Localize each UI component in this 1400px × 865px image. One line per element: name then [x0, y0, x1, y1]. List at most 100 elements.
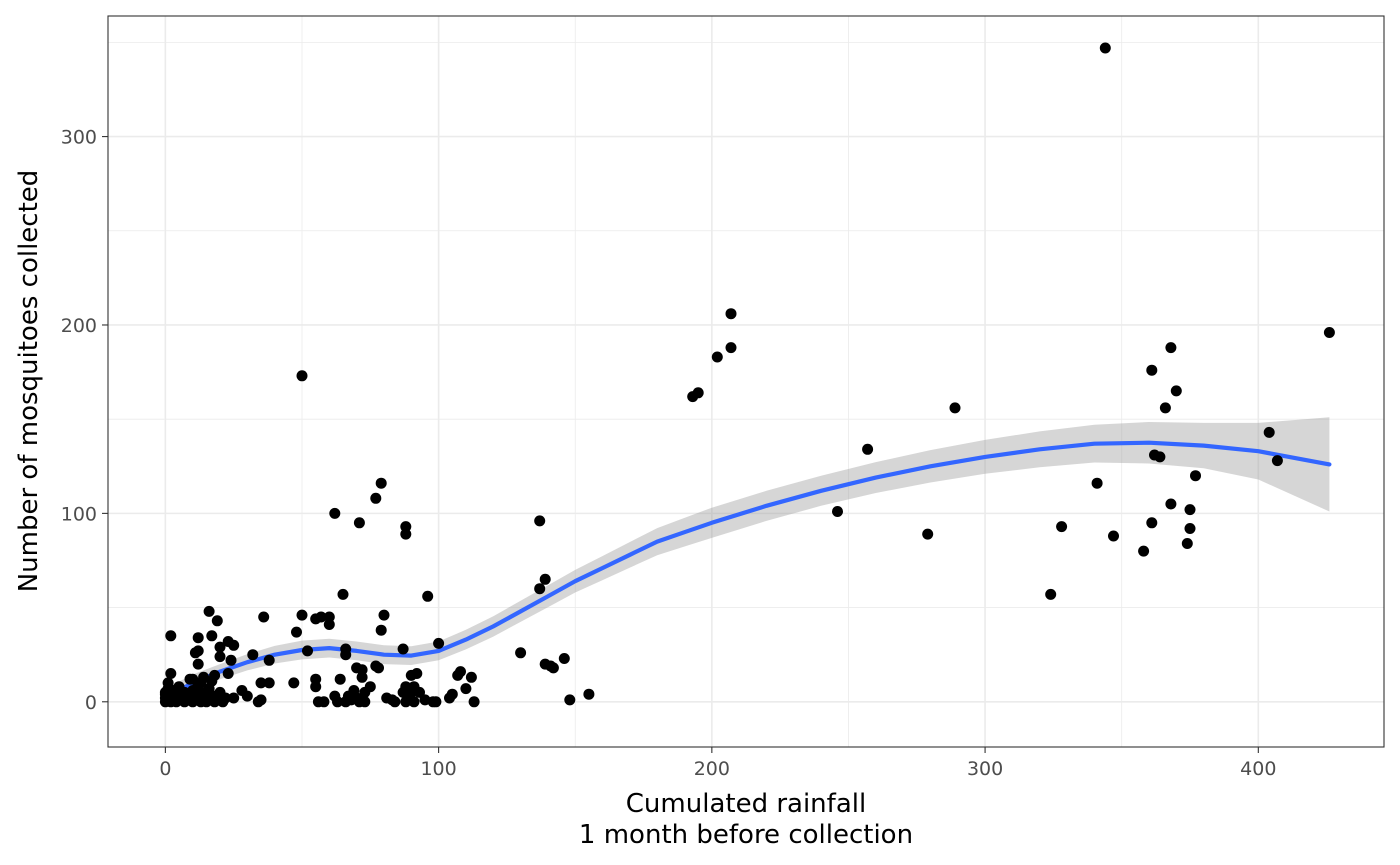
data-point [315, 611, 327, 623]
data-point [949, 402, 961, 414]
data-point [408, 696, 420, 708]
confidence-ribbon [165, 417, 1330, 708]
x-axis-title-line-1: Cumulated rainfall [626, 789, 866, 819]
data-point [1184, 523, 1196, 534]
data-point [222, 668, 234, 679]
data-point [192, 645, 204, 657]
data-point [1154, 451, 1166, 463]
data-point [255, 694, 267, 706]
data-point [422, 590, 434, 602]
data-point [323, 619, 335, 630]
data-point [922, 528, 934, 540]
data-point [862, 443, 874, 455]
data-point [1146, 517, 1158, 529]
data-point [296, 370, 308, 382]
data-point [1108, 530, 1119, 542]
data-point [310, 681, 322, 693]
data-point [332, 696, 343, 708]
data-point [455, 666, 466, 678]
data-point [378, 609, 390, 621]
data-point [534, 583, 546, 595]
data-point [534, 515, 546, 527]
data-point [832, 506, 843, 517]
y-tick-label: 200 [61, 315, 97, 337]
data-point [263, 677, 275, 689]
panel-border [107, 15, 1385, 748]
data-point [1263, 426, 1275, 438]
data-point [1165, 498, 1177, 510]
data-point [241, 690, 253, 702]
data-point [165, 668, 177, 679]
x-tick-label: 400 [1240, 758, 1276, 780]
data-point [198, 671, 210, 683]
data-point [539, 573, 551, 585]
data-point [1190, 470, 1201, 482]
data-point [258, 611, 270, 623]
data-point [389, 696, 401, 708]
data-point [411, 668, 423, 679]
data-point [364, 681, 376, 693]
data-point [302, 645, 313, 657]
data-point [162, 677, 174, 689]
data-point [465, 671, 477, 683]
data-point [515, 647, 527, 659]
y-tick-label: 0 [85, 692, 97, 714]
data-point [1056, 521, 1068, 533]
data-point [1165, 342, 1177, 354]
data-point [370, 492, 382, 504]
data-point [1184, 504, 1196, 516]
data-point [430, 696, 442, 708]
data-point [397, 643, 409, 655]
data-point [214, 641, 226, 653]
data-point [228, 692, 240, 704]
data-point [1099, 42, 1111, 54]
data-point [359, 696, 371, 708]
data-point [206, 630, 218, 642]
data-point [337, 588, 349, 600]
data-point [165, 630, 177, 642]
data-point [446, 688, 458, 700]
data-point [468, 696, 480, 708]
data-point [725, 342, 737, 354]
data-point [433, 637, 445, 649]
y-tick-label: 100 [61, 503, 97, 525]
y-axis-title: Number of mosquitoes collected [14, 170, 44, 593]
data-point [1138, 545, 1150, 557]
data-point [1091, 477, 1103, 489]
data-point [1271, 455, 1283, 467]
data-point [334, 673, 346, 685]
data-points [159, 42, 1335, 708]
data-point [460, 683, 472, 695]
data-point [228, 639, 240, 651]
data-point [340, 643, 352, 655]
x-axis-title-line-2: 1 month before collection [579, 820, 913, 850]
data-point [247, 649, 259, 661]
data-point [329, 507, 341, 519]
data-point [214, 651, 226, 663]
x-tick-label: 200 [694, 758, 730, 780]
data-point [373, 662, 384, 674]
data-point [318, 696, 330, 708]
data-point [296, 609, 308, 621]
data-point [255, 677, 267, 689]
data-point [220, 692, 231, 704]
data-point [375, 477, 387, 489]
data-point [209, 669, 221, 681]
data-point [400, 528, 412, 540]
data-point [725, 308, 737, 320]
data-point [375, 624, 387, 636]
data-point [356, 664, 368, 676]
data-point [263, 654, 275, 666]
y-tick-label: 300 [61, 127, 97, 149]
data-point [203, 605, 215, 617]
data-point [692, 387, 704, 399]
data-point [558, 653, 570, 664]
x-tick-label: 0 [159, 758, 171, 780]
data-point [547, 662, 559, 674]
x-tick-label: 300 [967, 758, 1003, 780]
data-point [192, 632, 204, 644]
data-point [583, 688, 595, 700]
data-point [1045, 588, 1057, 600]
data-point [353, 517, 365, 529]
